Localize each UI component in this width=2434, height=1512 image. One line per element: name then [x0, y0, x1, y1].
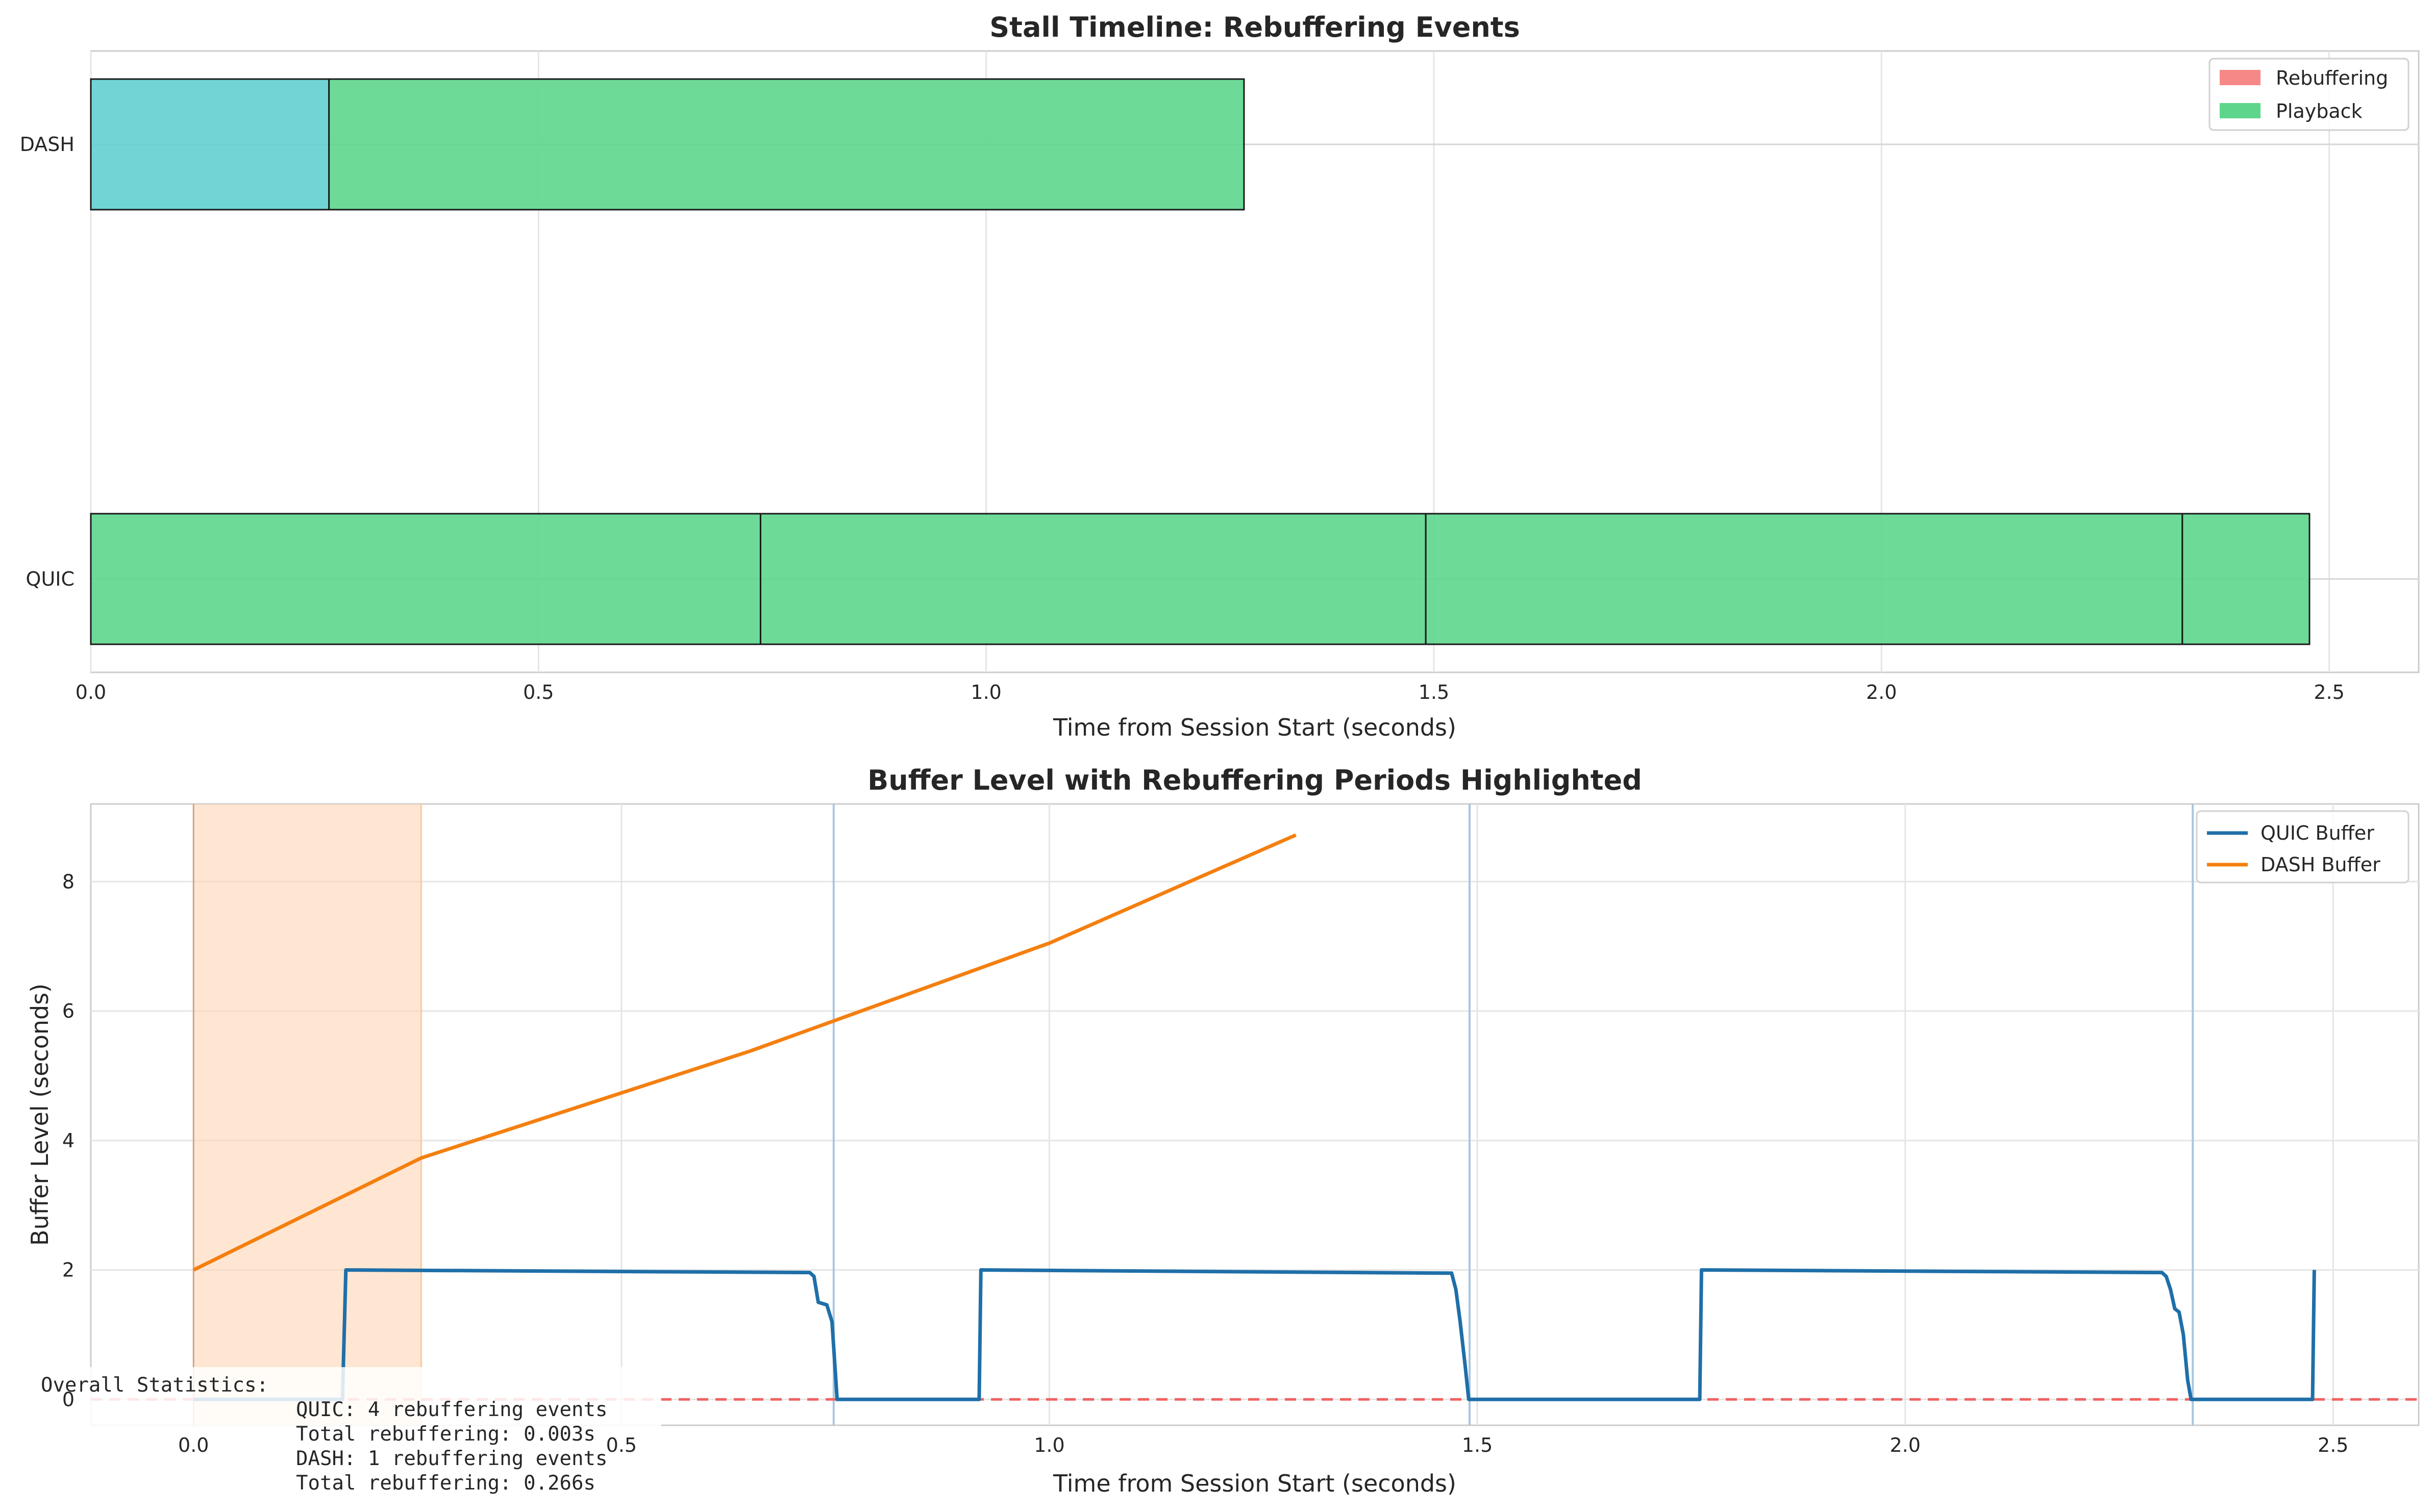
bottom-chart-title: Buffer Level with Rebuffering Periods Hi… [867, 764, 1642, 796]
buffer-level-panel: 0.0 0.5 1.0 1.5 2.0 2.5 0 2 4 6 8 Buffer Level wi… [26, 764, 2420, 1497]
bottom-x-tick-label: 2.0 [1890, 1434, 1920, 1456]
timeline-bar-quic-playback [90, 513, 761, 645]
bottom-y-tick-label: 0 [62, 1388, 74, 1410]
top-x-tick-label: 0.0 [76, 681, 106, 703]
bottom-x-tick-label: 2.5 [2318, 1434, 2348, 1456]
stats-line-dash-events: DASH: 1 rebuffering events [296, 1447, 607, 1470]
timeline-bar-dash-playback [328, 78, 1245, 211]
timeline-bar-quic-playback [1425, 513, 2183, 645]
rebuffering-highlight-band [193, 804, 421, 1425]
bottom-x-tick-label: 1.0 [1034, 1434, 1064, 1456]
stats-box-background [90, 1367, 661, 1428]
top-x-tick-label: 2.5 [2314, 681, 2344, 703]
bottom-legend-box [2196, 810, 2410, 884]
bottom-legend: QUIC Buffer DASH Buffer [2196, 810, 2410, 884]
bottom-plot-area [90, 803, 2420, 1426]
top-bars [90, 78, 2311, 645]
stats-heading: Overall Statistics: [41, 1374, 268, 1397]
bottom-x-axis-label: Time from Session Start (seconds) [1053, 1470, 1456, 1497]
bottom-y-tick-label: 8 [62, 870, 74, 893]
series-line-dash-buffer [192, 833, 1297, 1272]
bottom-y-tick-label: 6 [62, 1000, 74, 1022]
bottom-x-tick-label: 1.5 [1462, 1434, 1493, 1456]
timeline-bar-quic-playback [2181, 513, 2311, 645]
legend-label-quic-buffer: QUIC Buffer [2261, 822, 2374, 844]
rebuffering-highlights [192, 804, 422, 1425]
top-y-tick-label-quic: QUIC [26, 568, 74, 590]
top-x-axis-label: Time from Session Start (seconds) [1053, 714, 1456, 741]
bottom-x-ticks: 0.0 0.5 1.0 1.5 2.0 2.5 [178, 1434, 2348, 1456]
top-y-tick-label-dash: DASH [20, 133, 74, 156]
top-chart-title: Stall Timeline: Rebuffering Events [989, 11, 1520, 43]
timeline-bar-quic-playback [759, 513, 1427, 645]
legend-label-rebuffering: Rebuffering [2276, 67, 2388, 89]
legend-label-playback: Playback [2276, 100, 2363, 122]
stats-line-dash-total: Total rebuffering: 0.266s [296, 1472, 595, 1495]
legend-label-dash-buffer: DASH Buffer [2261, 853, 2380, 876]
timeline-bar-dash-stall [90, 78, 330, 211]
legend-swatch-rebuffering [2220, 70, 2261, 85]
legend-swatch-playback [2220, 103, 2261, 118]
top-x-tick-label: 1.5 [1419, 681, 1449, 703]
stats-box: Overall Statistics: QUIC: 4 rebuffering … [41, 1367, 661, 1495]
top-x-tick-label: 1.0 [971, 681, 1001, 703]
top-x-ticks: 0.0 0.5 1.0 1.5 2.0 2.5 [76, 681, 2345, 703]
bottom-x-tick-label: 0.0 [178, 1434, 209, 1456]
top-x-tick-label: 2.0 [1866, 681, 1897, 703]
stall-timeline-panel: 0.0 0.5 1.0 1.5 2.0 2.5 DASH QUIC Stall Timeli… [20, 11, 2420, 741]
bottom-y-ticks: 0 2 4 6 8 [62, 870, 74, 1410]
bottom-y-tick-label: 4 [62, 1129, 74, 1152]
bottom-y-axis-label: Buffer Level (seconds) [26, 984, 54, 1246]
stats-line-quic-total: Total rebuffering: 0.003s [296, 1423, 595, 1446]
top-legend: Rebuffering Playback [2208, 58, 2410, 131]
bottom-x-tick-label: 0.5 [606, 1434, 637, 1456]
bottom-y-tick-label: 2 [62, 1259, 74, 1281]
series-line-quic-buffer [193, 1268, 2316, 1401]
top-y-ticks: DASH QUIC [20, 133, 74, 590]
stats-line-quic-events: QUIC: 4 rebuffering events [296, 1398, 607, 1421]
buffer-lines [192, 833, 2316, 1401]
top-x-tick-label: 0.5 [523, 681, 554, 703]
